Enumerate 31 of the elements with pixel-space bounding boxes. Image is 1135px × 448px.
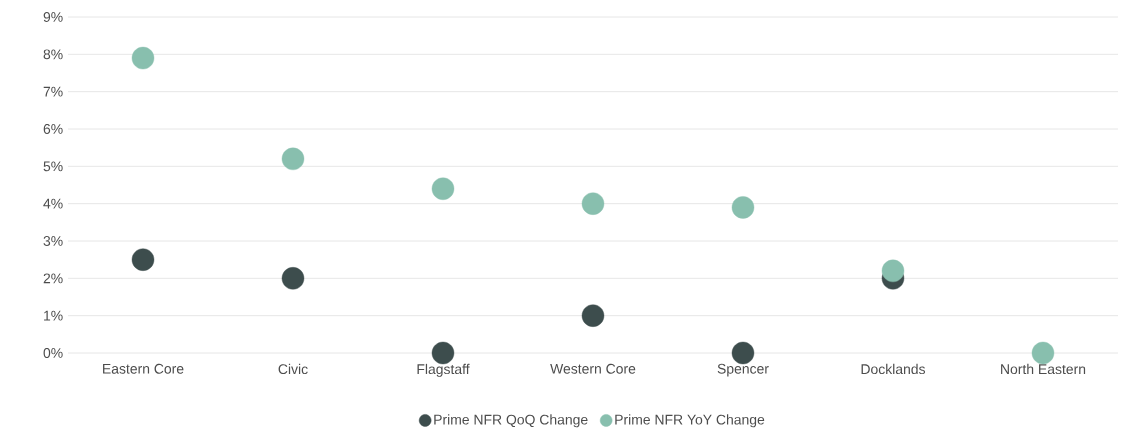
point bbox=[131, 46, 155, 70]
x-tick-label: Civic bbox=[278, 363, 308, 375]
legend-label: Prime NFR YoY Change bbox=[615, 414, 765, 428]
y-tick-label: 8% bbox=[43, 49, 63, 60]
x-tick-label: Western Core bbox=[550, 363, 636, 374]
x-tick-label: Docklands bbox=[861, 363, 926, 375]
y-tick-label: 9% bbox=[43, 12, 63, 22]
point bbox=[281, 267, 305, 290]
x-tick-label: Eastern Core bbox=[103, 363, 184, 374]
y-tick-label: 4% bbox=[43, 198, 63, 209]
x-tick-label: Spencer bbox=[717, 363, 769, 377]
y-tick-label: 0% bbox=[43, 348, 63, 358]
x-tick-label: Flagstaff bbox=[417, 363, 470, 377]
point bbox=[731, 341, 755, 365]
y-tick-label: 5% bbox=[43, 161, 63, 172]
point bbox=[581, 304, 605, 327]
point bbox=[731, 196, 755, 219]
y-tick-label: 2% bbox=[43, 273, 63, 284]
point bbox=[281, 147, 305, 171]
point bbox=[431, 177, 455, 200]
y-tick-label: 1% bbox=[44, 310, 63, 321]
point bbox=[431, 341, 455, 365]
point bbox=[881, 259, 905, 283]
point bbox=[1031, 341, 1055, 365]
y-tick-label: 7% bbox=[43, 86, 63, 97]
y-tick-label: 3% bbox=[43, 236, 63, 246]
x-tick-label: North Eastern bbox=[1001, 363, 1086, 375]
point bbox=[581, 192, 605, 215]
y-tick-label: 6% bbox=[43, 124, 63, 134]
point bbox=[131, 248, 155, 271]
legend-label: Prime NFR QoQ Change bbox=[434, 414, 588, 428]
